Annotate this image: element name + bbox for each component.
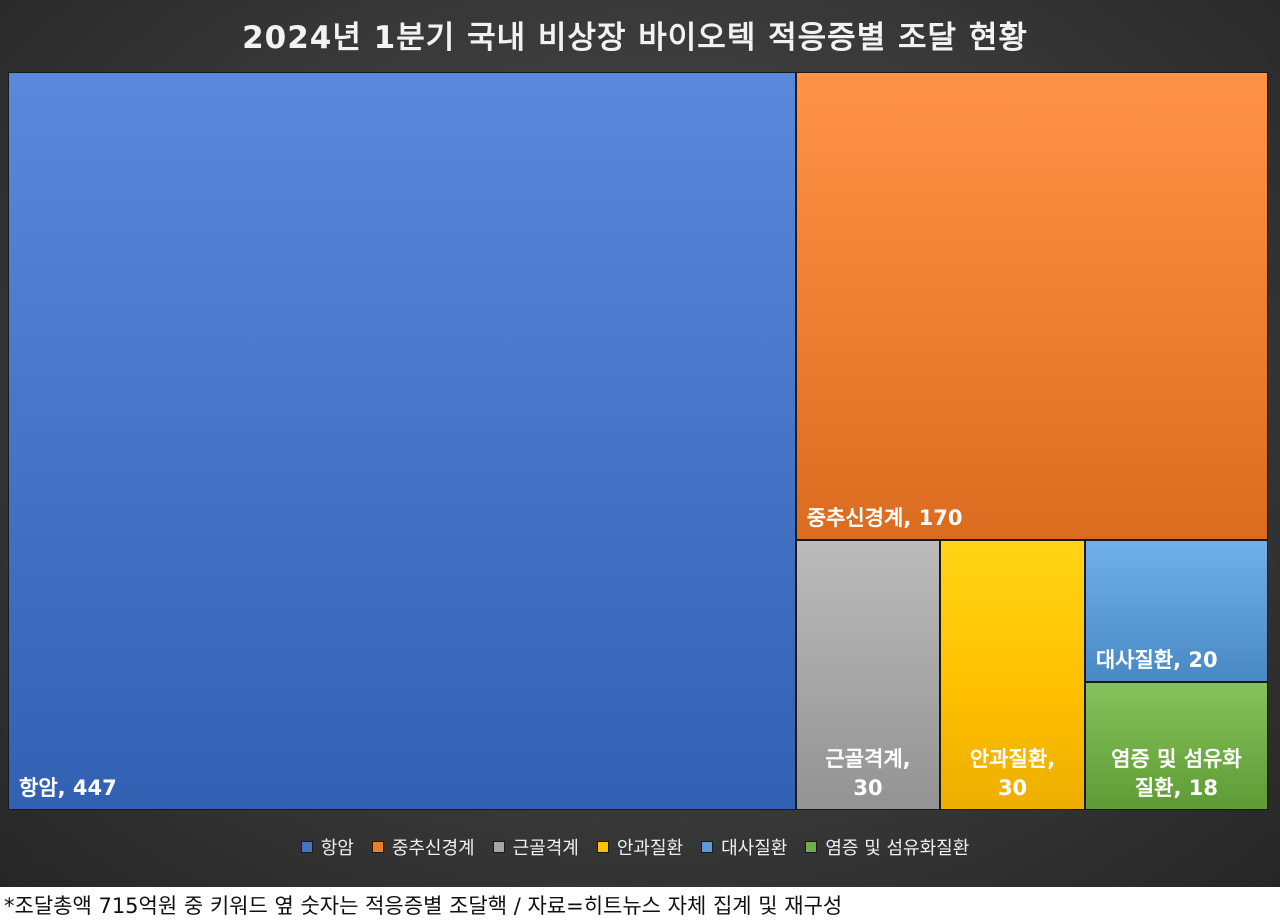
treemap-label-ophthalmology: 안과질환, 30 [969,746,1056,800]
legend-label-metabolic: 대사질환 [721,838,788,859]
legend-label-ophthalmology: 안과질환 [616,838,684,859]
legend-item-inflammation-fibrosis: 염증 및 섬유화질환 [805,834,969,860]
legend-item-metabolic: 대사질환 [701,834,787,860]
treemap-tile-inflammation-fibrosis: 염증 및 섬유화 질환, 18 [1084,682,1268,810]
treemap-label-cns: 중추신경계, 170 [806,506,963,531]
legend-item-musculoskeletal: 근골격계 [492,834,579,860]
chart-title: 2024년 1분기 국내 비상장 바이오텍 적응증별 조달 현황 [242,20,1028,56]
treemap-plot-area: 항암, 447 중추신경계, 170 근골격계, 30 안과질환, 30 대사질환, 2… [8,72,1268,810]
legend-item-cns: 중추신경계 [371,834,475,860]
legend-label-inflammation-fibrosis: 염증 및 섬유화질환 [825,838,970,859]
legend-swatch-inflammation-fibrosis [805,841,818,853]
footnote: *조달총액 715억원 중 키워드 옆 숫자는 적응증별 조달핵 / 자료=히트… [4,894,843,918]
legend-item-oncology: 항암 [300,834,354,860]
chart-legend: 항암 중추신경계 근골격계 안과질환 대사질환 염증 및 섬유화질환 [0,834,1270,860]
chart-frame: 2024년 1분기 국내 비상장 바이오텍 적응증별 조달 현황 항암, 447… [0,0,1280,887]
treemap-tile-cns: 중추신경계, 170 [795,72,1268,541]
legend-label-cns: 중추신경계 [391,838,475,859]
treemap-tile-metabolic: 대사질환, 20 [1084,540,1268,683]
treemap-label-inflammation-fibrosis: 염증 및 섬유화 질환, 18 [1111,746,1242,800]
legend-label-musculoskeletal: 근골격계 [512,838,579,859]
legend-swatch-oncology [300,841,313,853]
treemap-label-oncology: 항암, 447 [19,776,117,800]
legend-item-ophthalmology: 안과질환 [596,834,684,860]
legend-swatch-ophthalmology [596,841,609,853]
legend-swatch-cns [371,841,384,853]
legend-label-oncology: 항암 [320,838,354,859]
treemap-label-metabolic: 대사질환, 20 [1095,648,1218,673]
treemap-label-musculoskeletal: 근골격계, 30 [825,746,911,800]
legend-swatch-musculoskeletal [492,841,505,853]
treemap-tile-oncology: 항암, 447 [8,72,796,810]
legend-swatch-metabolic [701,841,714,853]
treemap-tile-musculoskeletal: 근골격계, 30 [795,540,941,810]
treemap-tile-ophthalmology: 안과질환, 30 [940,540,1085,810]
